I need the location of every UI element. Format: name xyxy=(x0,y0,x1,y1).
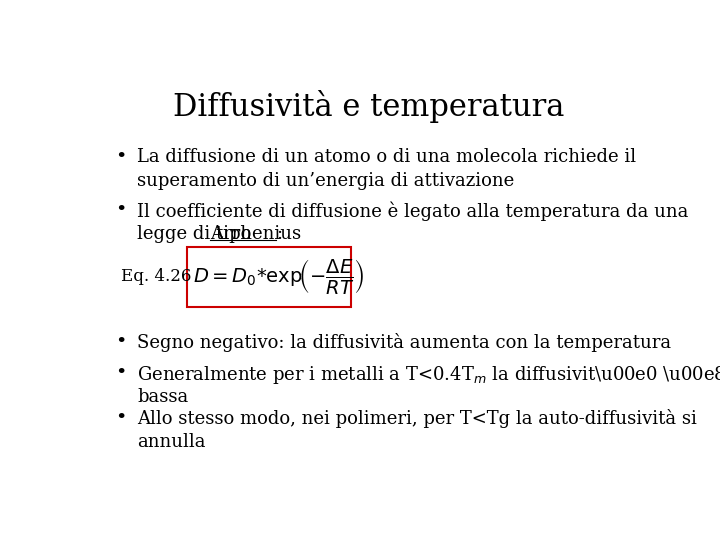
Text: •: • xyxy=(115,364,127,382)
Text: Diffusività e temperatura: Diffusività e temperatura xyxy=(174,90,564,123)
Text: annulla: annulla xyxy=(138,433,206,451)
Text: Arrhenius: Arrhenius xyxy=(210,225,301,244)
Text: La diffusione di un atomo o di una molecola richiede il: La diffusione di un atomo o di una molec… xyxy=(138,148,636,166)
Text: Allo stesso modo, nei polimeri, per T<Tg la auto-diffusività si: Allo stesso modo, nei polimeri, per T<Tg… xyxy=(138,409,697,428)
Text: •: • xyxy=(115,333,127,351)
Text: superamento di un’energia di attivazione: superamento di un’energia di attivazione xyxy=(138,172,515,190)
Text: Generalmente per i metalli a T<0.4T$_m$ la diffusivit\u00e0 \u00e8 molto: Generalmente per i metalli a T<0.4T$_m$ … xyxy=(138,364,720,386)
Text: •: • xyxy=(115,409,127,427)
Text: Il coefficiente di diffusione è legato alla temperatura da una: Il coefficiente di diffusione è legato a… xyxy=(138,201,689,221)
Text: legge di tipo: legge di tipo xyxy=(138,225,258,244)
Text: :: : xyxy=(276,225,282,244)
Text: $D = D_0$*exp$\!\left(-\dfrac{\Delta E}{RT}\right)$: $D = D_0$*exp$\!\left(-\dfrac{\Delta E}{… xyxy=(193,258,365,296)
Text: bassa: bassa xyxy=(138,388,189,406)
Text: •: • xyxy=(115,201,127,219)
Text: •: • xyxy=(115,148,127,166)
Text: Eq. 4.26: Eq. 4.26 xyxy=(121,268,191,285)
Text: Segno negativo: la diffusività aumenta con la temperatura: Segno negativo: la diffusività aumenta c… xyxy=(138,333,672,352)
